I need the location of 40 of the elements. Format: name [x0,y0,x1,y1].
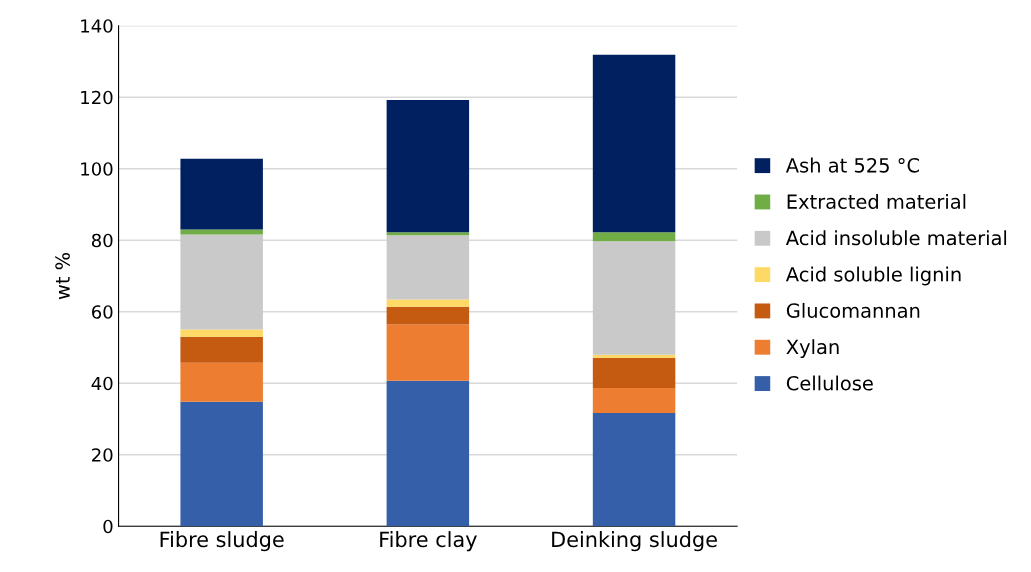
x-tick-label: Fibre clay [380,531,477,552]
legend-label: Acid insoluble material [785,230,1007,246]
y-tick-label: 60 [91,305,113,319]
bar [592,387,676,413]
bar [592,54,676,233]
bar [592,232,676,242]
y-tick-label: 120 [81,90,113,105]
x-tick-label: Fibre sludge [160,531,284,552]
y-tick-label: 140 [81,19,113,33]
bar [386,306,470,325]
bar [180,234,263,330]
bar [386,324,470,381]
y-tick-label: 0 [103,519,113,534]
y-tick-label: 20 [92,448,113,462]
legend-label: Ash at 525 °C [785,157,919,173]
bar [180,362,263,402]
y-tick-label: 40 [91,376,113,391]
legend-label: Acid soluble lignin [785,266,961,286]
bar [180,229,263,235]
legend-label: Glucomannan [786,302,920,318]
y-tick-label: 100 [81,162,113,176]
x-tick-label: Deinking sludge [552,531,717,552]
bar [592,241,676,355]
y-tick-label: 80 [91,233,113,248]
bar [180,336,263,363]
bar [180,329,263,337]
bar [386,380,470,527]
bar [180,158,263,230]
bar [386,100,470,233]
legend-label: Extracted material [787,193,966,209]
bar [386,232,470,236]
bar [592,357,676,388]
bar [386,299,470,307]
bar [386,235,470,300]
legend-label: Xylan [786,339,839,359]
bar [180,401,263,527]
bar [592,354,676,358]
bar [592,412,676,527]
legend-label: Cellulose [786,375,873,391]
y-axis-title: wt % [55,252,70,300]
